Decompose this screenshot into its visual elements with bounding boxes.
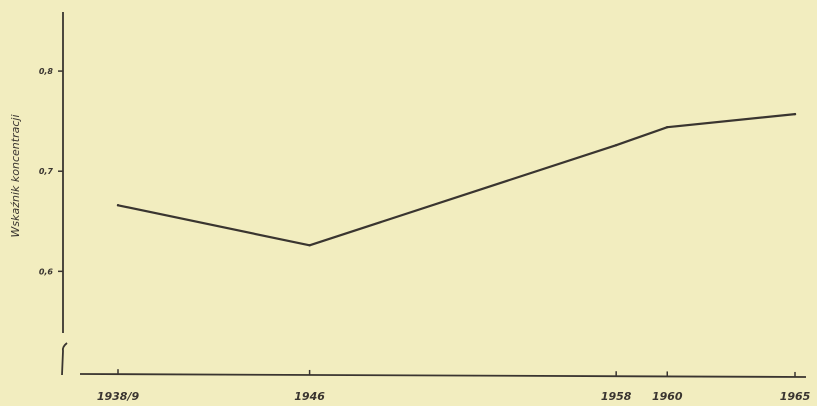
y-tick-label: 0,7: [39, 167, 54, 176]
y-axis: 0,6 0,7 0,8 Wskaźnik koncentracji: [9, 12, 68, 376]
x-ticks: 1938/9 1946 1958 1960 1965: [97, 369, 811, 403]
x-tick-label: 1938/9: [97, 390, 140, 403]
data-point: [308, 244, 311, 247]
y-tick-label: 0,6: [39, 267, 54, 276]
data-point: [614, 143, 618, 147]
x-tick-label: 1965: [780, 390, 811, 403]
data-point: [793, 112, 797, 116]
data-points: [116, 112, 797, 247]
data-point: [666, 125, 669, 129]
data-point: [116, 204, 120, 207]
series-line: [116, 112, 797, 247]
x-tick-label: 1960: [652, 390, 683, 403]
x-tick-label: 1958: [601, 390, 632, 403]
y-axis-break-mark: [61, 342, 68, 376]
y-axis-title: Wskaźnik koncentracji: [9, 115, 22, 238]
x-axis: 1938/9 1946 1958 1960 1965: [79, 369, 811, 403]
x-tick-label: 1946: [294, 390, 325, 403]
y-tick-label: 0,8: [39, 67, 54, 76]
plot-area: [116, 112, 797, 247]
y-ticks: 0,6 0,7 0,8: [39, 67, 63, 276]
x-axis-line: [79, 373, 807, 378]
